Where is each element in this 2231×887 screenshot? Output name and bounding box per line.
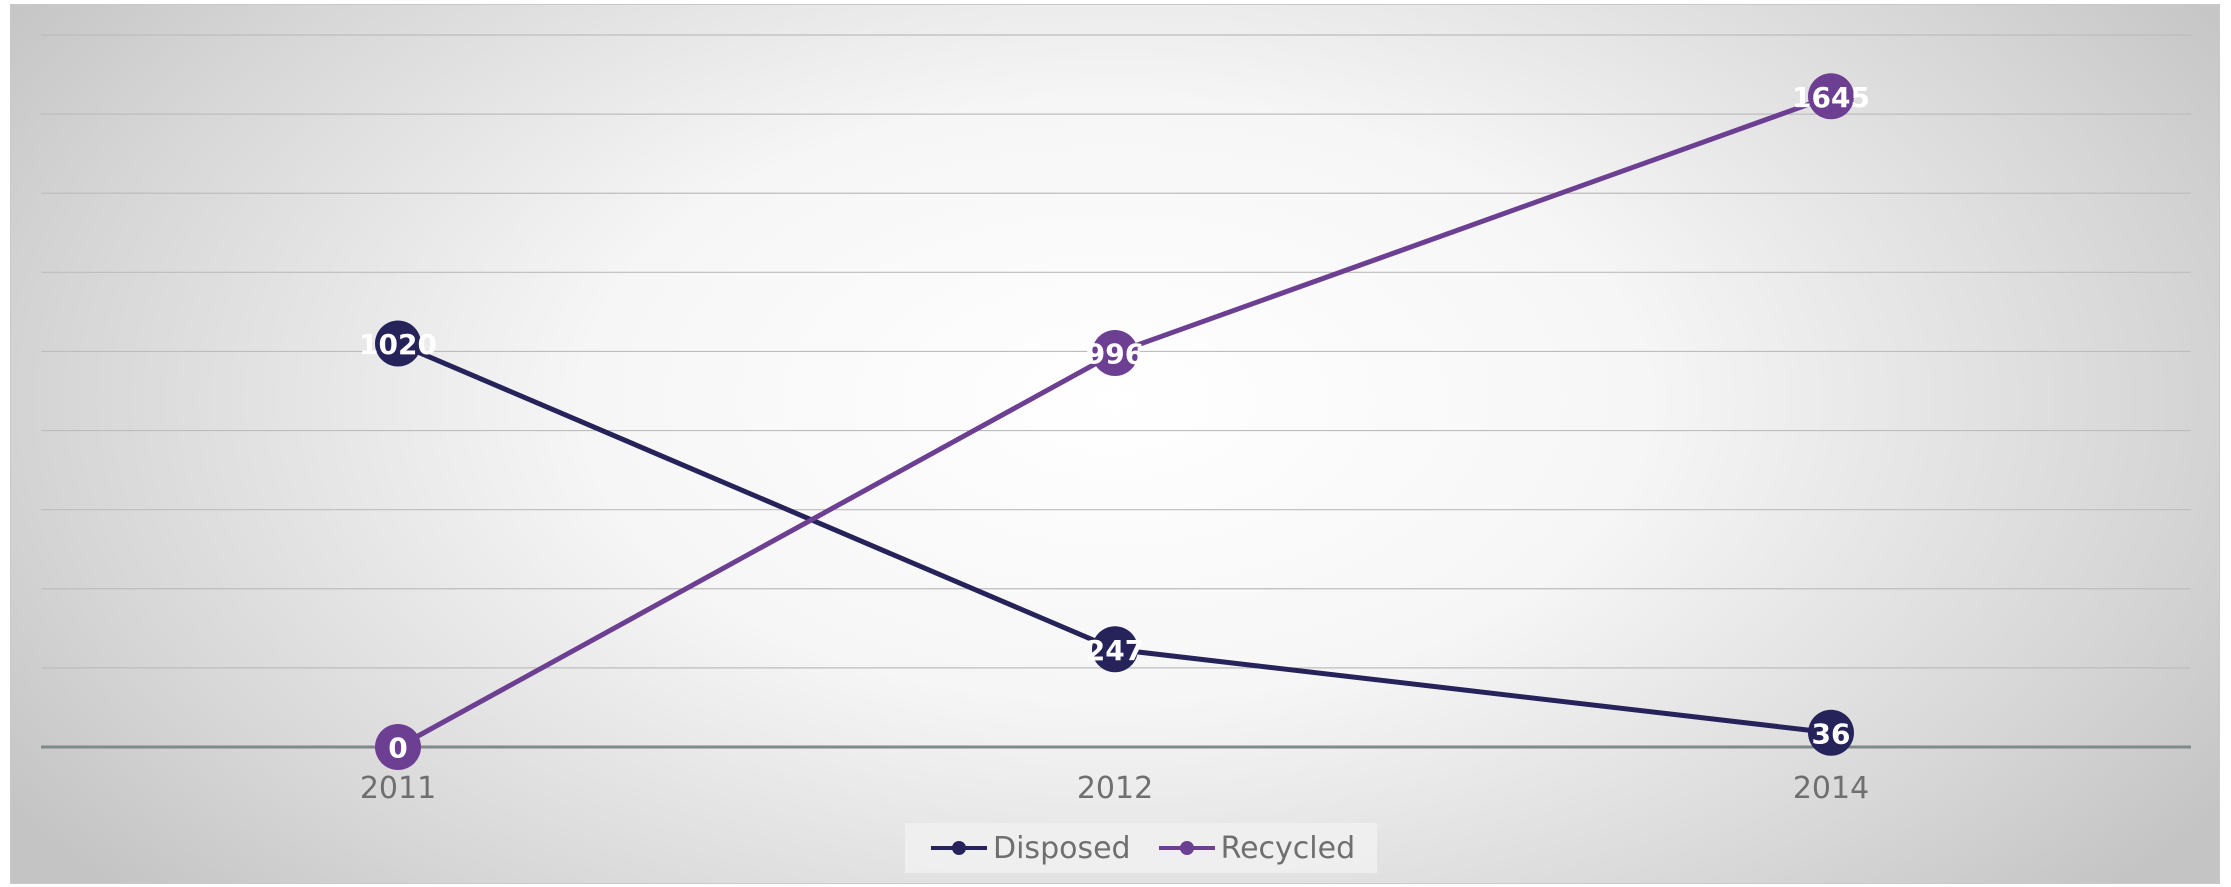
legend: Disposed Recycled — [905, 823, 1378, 873]
x-tick-label: 2012 — [1077, 771, 1153, 806]
legend-label-recycled: Recycled — [1220, 830, 1356, 866]
data-point-recycled — [1092, 330, 1138, 377]
data-label-disposed: 36 — [1812, 717, 1851, 750]
data-label-disposed: 247 — [1086, 634, 1144, 667]
legend-item-recycled: Recycled — [1158, 830, 1356, 866]
data-point-disposed — [1808, 709, 1854, 756]
legend-item-disposed: Disposed — [931, 831, 1131, 866]
x-axis-ticks: 2011 2012 2014 — [360, 771, 1869, 806]
legend-swatch-recycled — [1158, 841, 1215, 855]
x-tick-label: 2011 — [360, 771, 436, 806]
data-label-recycled: 0 — [388, 732, 407, 765]
data-label-disposed: 1020 — [359, 328, 437, 361]
data-point-recycled — [375, 724, 421, 770]
data-point-recycled — [1808, 73, 1854, 120]
data-point-disposed — [375, 320, 421, 367]
line-chart: 1020 247 36 0 996 1645 2011 2012 2014 — [41, 34, 2191, 806]
chart-area: 1020 247 36 0 996 1645 2011 2012 2014 Disposed … — [10, 4, 2220, 884]
data-label-recycled: 1645 — [1792, 81, 1870, 114]
data-point-disposed — [1092, 626, 1138, 673]
series-line-disposed — [397, 341, 1832, 736]
legend-label-disposed: Disposed — [993, 830, 1131, 866]
data-markers: 1020 247 36 0 996 1645 — [359, 73, 1870, 770]
x-tick-label: 2014 — [1793, 771, 1869, 806]
data-label-recycled: 996 — [1086, 338, 1144, 371]
legend-swatch-disposed — [931, 841, 987, 855]
